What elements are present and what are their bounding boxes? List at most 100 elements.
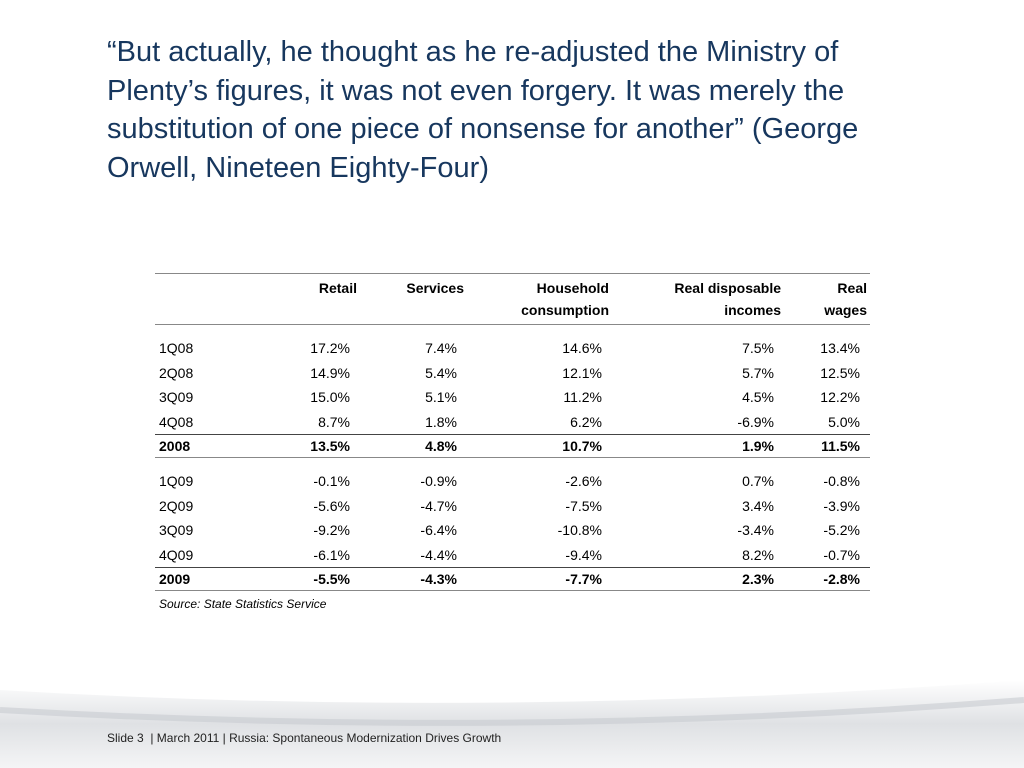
spacer-cell	[612, 325, 784, 337]
footer: Slide 3 | March 2011 | Russia: Spontaneo…	[107, 731, 502, 745]
value-cell: 8.2%	[742, 546, 774, 563]
value-cell: -5.2%	[823, 522, 860, 539]
header-cell: Real wages	[784, 273, 870, 325]
value-cell: -6.9%	[737, 413, 774, 430]
value-cell: 8.7%	[318, 413, 350, 430]
header-line: consumption	[521, 302, 609, 318]
total-value-cell: -5.5%	[270, 567, 360, 591]
value-cell: -9.2%	[313, 522, 350, 539]
value-cell: 1.8%	[425, 413, 457, 430]
total-value-cell: -7.7%	[467, 567, 612, 591]
value-cell: 12.2%	[820, 389, 860, 406]
data-row: 3Q09 -9.2% -6.4% -10.8% -3.4% -5.2%	[155, 518, 870, 543]
total-label-cell: 2009	[155, 567, 270, 591]
spacer-cell	[467, 458, 612, 470]
header-line: wages	[824, 302, 867, 318]
spacer-cell	[360, 458, 467, 470]
value-cell: -0.7%	[823, 546, 860, 563]
header-line: Real disposable	[674, 280, 781, 296]
slide-title: “But actually, he thought as he re-adjus…	[107, 36, 859, 184]
value-cell: 12.5%	[820, 364, 860, 381]
data-row: 2Q09 -5.6% -4.7% -7.5% 3.4% -3.9%	[155, 494, 870, 519]
value-cell: -5.6%	[313, 497, 350, 514]
total-row: 2008 13.5% 4.8% 10.7% 1.9% 11.5%	[155, 434, 870, 458]
total-value-cell: 4.8%	[360, 434, 467, 458]
value-cell: -4.4%	[420, 546, 457, 563]
period-cell: 1Q09	[159, 473, 194, 490]
header-line: Services	[406, 280, 464, 296]
total-value-cell: -4.3%	[360, 567, 467, 591]
header-line: incomes	[724, 302, 781, 318]
spacer-cell	[360, 325, 467, 337]
value-cell: -6.1%	[313, 546, 350, 563]
value-cell: -3.4%	[737, 522, 774, 539]
period-cell: 4Q08	[159, 413, 194, 430]
total-value-cell: 10.7%	[467, 434, 612, 458]
total-value-cell: 2.3%	[612, 567, 784, 591]
spacer-cell	[784, 458, 870, 470]
source-note: Source: State Statistics Service	[159, 597, 327, 611]
value-cell: 12.1%	[562, 364, 602, 381]
spacer-row	[155, 458, 870, 470]
value-cell: -0.8%	[823, 473, 860, 490]
spacer-row	[155, 325, 870, 337]
data-row: 4Q09 -6.1% -4.4% -9.4% 8.2% -0.7%	[155, 543, 870, 568]
header-cell	[155, 273, 270, 325]
value-cell: 6.2%	[570, 413, 602, 430]
spacer-cell	[155, 458, 270, 470]
spacer-cell	[155, 325, 270, 337]
data-row: 1Q08 17.2% 7.4% 14.6% 7.5% 13.4%	[155, 336, 870, 361]
value-cell: 5.7%	[742, 364, 774, 381]
header-cell: Services	[360, 273, 467, 325]
value-cell: -4.7%	[420, 497, 457, 514]
value-cell: -9.4%	[565, 546, 602, 563]
spacer-cell	[467, 325, 612, 337]
value-cell: 14.9%	[310, 364, 350, 381]
data-row: 2Q08 14.9% 5.4% 12.1% 5.7% 12.5%	[155, 361, 870, 386]
total-label-cell: 2008	[155, 434, 270, 458]
period-cell: 1Q08	[159, 340, 194, 357]
value-cell: -10.8%	[557, 522, 602, 539]
header-cell: Household consumption	[467, 273, 612, 325]
header-row: Retail Services Household consumption Real d…	[155, 273, 870, 325]
header-cell: Retail	[270, 273, 360, 325]
value-cell: 11.2%	[563, 389, 602, 406]
spacer-cell	[784, 325, 870, 337]
value-cell: -0.9%	[420, 473, 457, 490]
total-value-cell: 13.5%	[270, 434, 360, 458]
header-line: Retail	[318, 280, 357, 296]
total-value-cell: -2.8%	[784, 567, 870, 591]
value-cell: 5.1%	[425, 389, 457, 406]
value-cell: 5.0%	[828, 413, 860, 430]
period-cell: 4Q09	[159, 546, 194, 563]
value-cell: 5.4%	[425, 364, 457, 381]
total-value-cell: 11.5%	[784, 434, 870, 458]
period-cell: 2Q08	[159, 364, 194, 381]
total-value-cell: 1.9%	[612, 434, 784, 458]
period-cell: 2Q09	[159, 497, 194, 514]
value-cell: -0.1%	[313, 473, 350, 490]
data-row: 3Q09 15.0% 5.1% 11.2% 4.5% 12.2%	[155, 385, 870, 410]
background-swoosh	[0, 680, 1024, 768]
data-row: 4Q08 8.7% 1.8% 6.2% -6.9% 5.0%	[155, 410, 870, 435]
value-cell: 3.4%	[742, 497, 774, 514]
value-cell: 7.4%	[425, 340, 457, 357]
data-table: Retail Services Household consumption Real d…	[155, 273, 870, 591]
value-cell: -2.6%	[565, 473, 602, 490]
spacer-cell	[270, 325, 360, 337]
value-cell: 4.5%	[742, 389, 774, 406]
value-cell: 15.0%	[310, 389, 350, 406]
data-row: 1Q09 -0.1% -0.9% -2.6% 0.7% -0.8%	[155, 469, 870, 494]
value-cell: 17.2%	[310, 340, 350, 357]
header-line: Real	[837, 280, 867, 296]
value-cell: -7.5%	[565, 497, 602, 514]
value-cell: -3.9%	[823, 497, 860, 514]
value-cell: 7.5%	[742, 340, 774, 357]
spacer-cell	[612, 458, 784, 470]
period-cell: 3Q09	[159, 522, 194, 539]
header-line: Household	[536, 280, 609, 296]
value-cell: 13.4%	[820, 340, 860, 357]
period-cell: 3Q09	[159, 389, 194, 406]
total-row: 2009 -5.5% -4.3% -7.7% 2.3% -2.8%	[155, 567, 870, 591]
